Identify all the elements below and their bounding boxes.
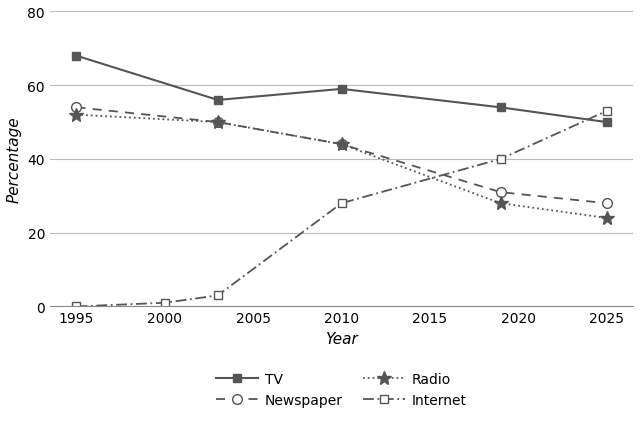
TV <box>73 54 81 59</box>
Newspaper <box>338 142 346 147</box>
Radio <box>214 120 221 125</box>
Internet <box>214 293 221 298</box>
Internet <box>338 201 346 206</box>
Internet <box>497 157 504 162</box>
Line: Internet: Internet <box>72 108 611 311</box>
X-axis label: Year: Year <box>325 331 358 346</box>
Radio <box>603 216 611 221</box>
Line: Newspaper: Newspaper <box>72 103 611 209</box>
Internet <box>161 300 169 305</box>
TV <box>497 106 504 111</box>
Newspaper <box>603 201 611 206</box>
Legend: TV, Newspaper, Radio, Internet: TV, Newspaper, Radio, Internet <box>211 367 472 412</box>
TV <box>214 98 221 103</box>
Newspaper <box>73 106 81 111</box>
Internet <box>73 304 81 309</box>
Line: TV: TV <box>72 52 611 127</box>
Internet <box>603 109 611 114</box>
Newspaper <box>214 120 221 125</box>
Radio <box>338 142 346 147</box>
Radio <box>73 113 81 118</box>
Newspaper <box>497 190 504 195</box>
TV <box>603 120 611 125</box>
Y-axis label: Percentage: Percentage <box>7 116 22 203</box>
Radio <box>497 201 504 206</box>
TV <box>338 87 346 92</box>
Line: Radio: Radio <box>70 109 614 225</box>
